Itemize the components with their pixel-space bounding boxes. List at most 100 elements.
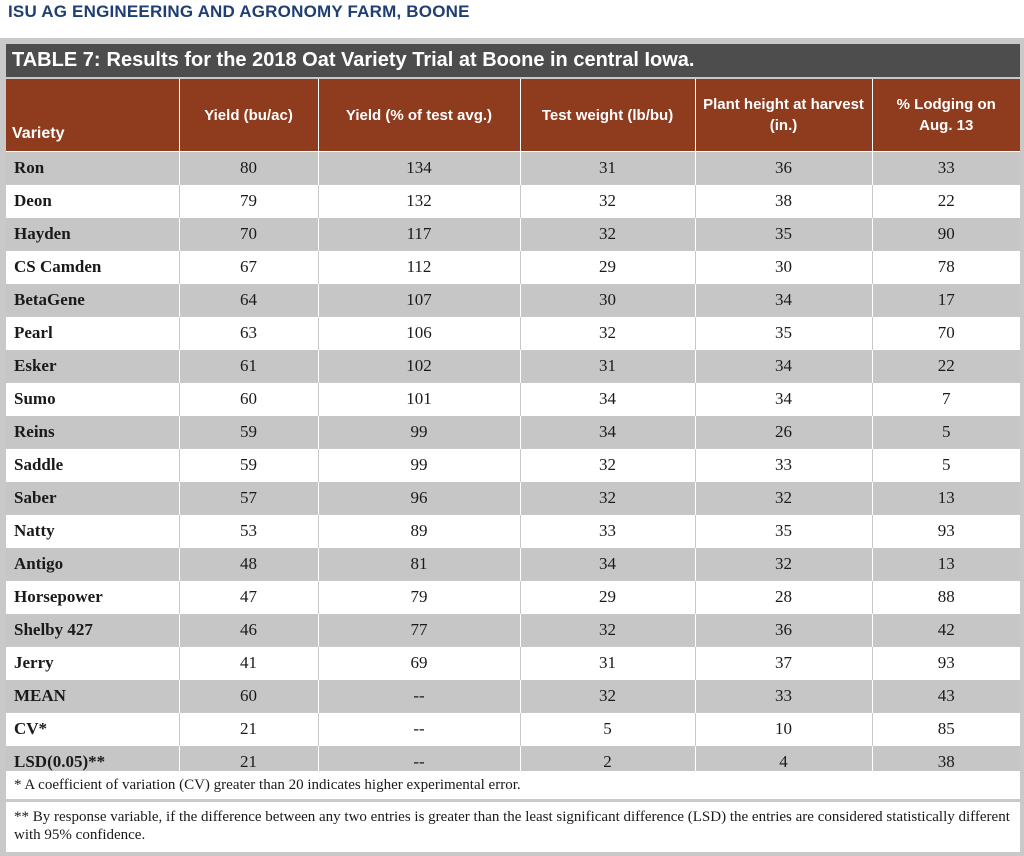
value-cell: 32 (520, 184, 696, 218)
variety-cell: Saber (6, 481, 180, 515)
column-header-lodging: % Lodging on Aug. 13 (872, 79, 1020, 152)
value-cell: 5 (520, 712, 696, 746)
value-cell: 96 (318, 481, 521, 515)
value-cell: 67 (179, 250, 319, 284)
variety-cell: Hayden (6, 217, 180, 251)
results-table: Variety Yield (bu/ac) Yield (% of test a… (6, 79, 1020, 778)
value-cell: 64 (179, 283, 319, 317)
value-cell: 34 (520, 415, 696, 449)
variety-cell: Natty (6, 514, 180, 548)
value-cell: 32 (520, 613, 696, 647)
value-cell: 32 (520, 316, 696, 350)
page-header: ISU AG ENGINEERING AND AGRONOMY FARM, BO… (8, 2, 470, 21)
table-row: Deon 79 132 32 38 22 (6, 184, 1020, 218)
variety-cell: CS Camden (6, 250, 180, 284)
table-row: Natty 53 89 33 35 93 (6, 514, 1020, 548)
variety-cell: Saddle (6, 448, 180, 482)
column-header-yield-pct: Yield (% of test avg.) (318, 79, 521, 152)
value-cell: 17 (872, 283, 1020, 317)
value-cell: 112 (318, 250, 521, 284)
value-cell: 59 (179, 448, 319, 482)
table-row: Horsepower 47 79 29 28 88 (6, 580, 1020, 614)
value-cell: 107 (318, 283, 521, 317)
column-header-yield-bu: Yield (bu/ac) (179, 79, 319, 152)
value-cell: 30 (520, 283, 696, 317)
value-cell: 32 (520, 217, 696, 251)
value-cell: 79 (179, 184, 319, 218)
table-row: Saddle 59 99 32 33 5 (6, 448, 1020, 482)
value-cell: 35 (695, 514, 873, 548)
value-cell: 37 (695, 646, 873, 680)
value-cell: 28 (695, 580, 873, 614)
variety-cell: Deon (6, 184, 180, 218)
footnote-lsd: ** By response variable, if the differen… (6, 802, 1020, 852)
table-row: BetaGene 64 107 30 34 17 (6, 283, 1020, 317)
value-cell: 60 (179, 382, 319, 416)
value-cell: 7 (872, 382, 1020, 416)
value-cell: 38 (695, 184, 873, 218)
value-cell: 43 (872, 679, 1020, 713)
value-cell: -- (318, 712, 521, 746)
value-cell: 85 (872, 712, 1020, 746)
value-cell: 99 (318, 415, 521, 449)
value-cell: 80 (179, 151, 319, 185)
value-cell: 10 (695, 712, 873, 746)
table-title: Results for the 2018 Oat Variety Trial a… (106, 49, 695, 71)
value-cell: 70 (872, 316, 1020, 350)
table-row: Esker 61 102 31 34 22 (6, 349, 1020, 383)
value-cell: 79 (318, 580, 521, 614)
value-cell: 90 (872, 217, 1020, 251)
value-cell: -- (318, 679, 521, 713)
value-cell: 22 (872, 184, 1020, 218)
footnote-cv: * A coefficient of variation (CV) greate… (6, 771, 1020, 799)
variety-cell: MEAN (6, 679, 180, 713)
value-cell: 32 (520, 481, 696, 515)
value-cell: 47 (179, 580, 319, 614)
value-cell: 106 (318, 316, 521, 350)
variety-cell: Horsepower (6, 580, 180, 614)
table-body: Ron 80 134 31 36 33 Deon 79 132 32 38 22 Hayden 70 117… (6, 151, 1020, 778)
column-header-variety: Variety (6, 79, 180, 152)
table-row: Sumo 60 101 34 34 7 (6, 382, 1020, 416)
value-cell: 31 (520, 349, 696, 383)
value-cell: 13 (872, 481, 1020, 515)
table-row: Ron 80 134 31 36 33 (6, 151, 1020, 185)
table-row: Hayden 70 117 32 35 90 (6, 217, 1020, 251)
value-cell: 34 (520, 382, 696, 416)
variety-cell: Jerry (6, 646, 180, 680)
value-cell: 134 (318, 151, 521, 185)
value-cell: 59 (179, 415, 319, 449)
value-cell: 81 (318, 547, 521, 581)
variety-cell: Antigo (6, 547, 180, 581)
variety-cell: Esker (6, 349, 180, 383)
header-row: Variety Yield (bu/ac) Yield (% of test a… (6, 79, 1020, 152)
value-cell: 31 (520, 151, 696, 185)
variety-cell: Pearl (6, 316, 180, 350)
value-cell: 5 (872, 448, 1020, 482)
value-cell: 33 (872, 151, 1020, 185)
value-cell: 26 (695, 415, 873, 449)
value-cell: 30 (695, 250, 873, 284)
variety-cell: Sumo (6, 382, 180, 416)
column-header-test-weight: Test weight (lb/bu) (520, 79, 696, 152)
value-cell: 32 (695, 481, 873, 515)
value-cell: 99 (318, 448, 521, 482)
value-cell: 34 (520, 547, 696, 581)
value-cell: 34 (695, 283, 873, 317)
table-row: Saber 57 96 32 32 13 (6, 481, 1020, 515)
table-row: Pearl 63 106 32 35 70 (6, 316, 1020, 350)
value-cell: 46 (179, 613, 319, 647)
value-cell: 42 (872, 613, 1020, 647)
value-cell: 32 (520, 679, 696, 713)
value-cell: 70 (179, 217, 319, 251)
table-row: CV* 21 -- 5 10 85 (6, 712, 1020, 746)
value-cell: 34 (695, 382, 873, 416)
value-cell: 77 (318, 613, 521, 647)
value-cell: 60 (179, 679, 319, 713)
table-row: Shelby 427 46 77 32 36 42 (6, 613, 1020, 647)
value-cell: 13 (872, 547, 1020, 581)
value-cell: 22 (872, 349, 1020, 383)
table-title-bar: TABLE 7: Results for the 2018 Oat Variety… (6, 44, 1020, 77)
value-cell: 101 (318, 382, 521, 416)
variety-cell: BetaGene (6, 283, 180, 317)
